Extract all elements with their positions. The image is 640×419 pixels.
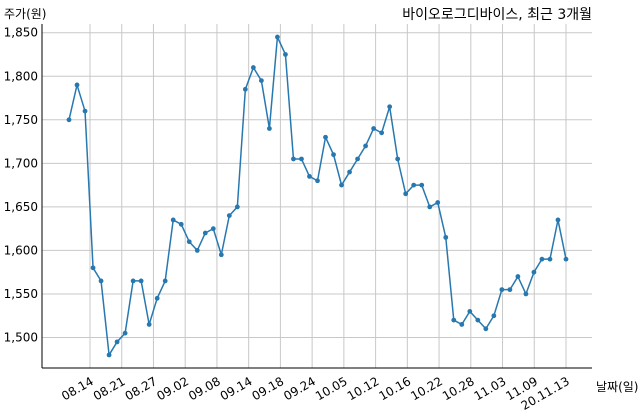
data-point bbox=[226, 213, 232, 218]
data-point bbox=[258, 78, 264, 84]
y-tick-labels: 1,500 1,550 1,600 1,650 1,700 1,750 1,800 1,850 bbox=[4, 26, 38, 345]
data-point bbox=[170, 217, 176, 223]
y-tick-label: 1,650 bbox=[4, 200, 38, 214]
data-point bbox=[451, 317, 457, 323]
data-point bbox=[379, 130, 385, 136]
x-tick-label: 10.16 bbox=[376, 374, 413, 403]
data-point bbox=[106, 352, 112, 358]
data-point bbox=[491, 313, 497, 319]
x-tick-label: 10.28 bbox=[440, 374, 477, 403]
data-point bbox=[363, 143, 368, 149]
data-point bbox=[395, 156, 401, 162]
data-point bbox=[459, 322, 465, 327]
x-tick-label: 09.08 bbox=[186, 374, 223, 403]
data-point bbox=[315, 178, 320, 184]
data-point bbox=[283, 52, 288, 57]
data-point bbox=[234, 204, 240, 210]
data-point bbox=[443, 234, 449, 240]
chart-title: 바이오로그디바이스, 최근 3개월 bbox=[402, 7, 592, 23]
series-line bbox=[68, 34, 567, 358]
x-tick-label: 08.21 bbox=[91, 374, 128, 403]
x-tick-label: 08.27 bbox=[123, 374, 160, 403]
data-point bbox=[74, 82, 80, 88]
data-point bbox=[210, 226, 216, 232]
x-tick-label: 11.03 bbox=[472, 374, 509, 403]
data-point bbox=[323, 134, 328, 140]
data-point bbox=[355, 156, 360, 162]
data-point bbox=[515, 274, 521, 279]
x-tick-labels: 08.1408.2108.2709.0209.0809.1409.1809.24… bbox=[59, 374, 572, 413]
data-point bbox=[218, 252, 224, 258]
data-point bbox=[419, 182, 425, 188]
data-point bbox=[130, 278, 136, 284]
data-point bbox=[114, 339, 120, 345]
x-tick-label: 10.22 bbox=[408, 374, 445, 403]
data-point bbox=[242, 86, 248, 92]
data-point bbox=[186, 239, 192, 245]
data-point bbox=[427, 204, 433, 210]
data-point bbox=[98, 278, 104, 284]
data-point bbox=[475, 317, 481, 323]
data-point bbox=[291, 156, 296, 162]
data-point bbox=[523, 291, 529, 297]
data-point bbox=[403, 191, 409, 197]
y-tick-label: 1,500 bbox=[4, 331, 38, 345]
data-point bbox=[122, 330, 128, 336]
x-tick-label: 10.05 bbox=[313, 374, 350, 403]
data-point bbox=[539, 256, 545, 262]
x-tick-label: 09.02 bbox=[154, 374, 191, 403]
data-point bbox=[162, 278, 168, 284]
x-tick-label: 09.24 bbox=[281, 374, 318, 403]
data-point bbox=[275, 34, 280, 40]
data-point bbox=[531, 269, 537, 275]
data-point bbox=[194, 248, 200, 253]
data-point bbox=[411, 182, 417, 188]
data-point bbox=[154, 295, 160, 301]
data-point bbox=[66, 117, 72, 123]
data-point bbox=[555, 217, 561, 223]
y-axis-label: 주가(원) bbox=[4, 7, 46, 21]
data-point bbox=[202, 230, 208, 236]
data-point bbox=[435, 200, 441, 205]
data-point bbox=[483, 326, 489, 332]
x-axis-label: 날짜(일) bbox=[596, 380, 638, 394]
data-point bbox=[90, 265, 96, 271]
data-point bbox=[250, 65, 256, 70]
data-point bbox=[339, 182, 344, 188]
data-points bbox=[66, 34, 569, 358]
y-tick-label: 1,750 bbox=[4, 113, 38, 127]
y-tick-label: 1,550 bbox=[4, 287, 38, 301]
y-tick-label: 1,600 bbox=[4, 243, 38, 257]
data-point bbox=[499, 287, 505, 293]
data-point bbox=[138, 278, 144, 284]
x-tick-label: 09.14 bbox=[218, 374, 255, 403]
data-point bbox=[82, 108, 88, 114]
data-point bbox=[371, 126, 377, 131]
data-point bbox=[299, 156, 304, 162]
data-point bbox=[547, 256, 553, 262]
x-tick-label: 09.18 bbox=[250, 374, 287, 403]
data-point bbox=[563, 256, 569, 262]
y-tick-label: 1,700 bbox=[4, 156, 38, 170]
x-tick-label: 08.14 bbox=[59, 374, 96, 403]
data-point bbox=[507, 287, 513, 293]
gridlines bbox=[42, 24, 592, 368]
data-point bbox=[146, 322, 152, 327]
data-point bbox=[347, 169, 352, 175]
y-tick-label: 1,850 bbox=[4, 26, 38, 40]
x-tick-label: 10.12 bbox=[345, 374, 382, 403]
data-point bbox=[467, 308, 473, 314]
data-point bbox=[267, 126, 272, 131]
data-point bbox=[387, 104, 393, 110]
data-point bbox=[331, 152, 336, 158]
y-tick-label: 1,800 bbox=[4, 69, 38, 83]
data-point bbox=[307, 174, 312, 179]
data-point bbox=[178, 221, 184, 227]
